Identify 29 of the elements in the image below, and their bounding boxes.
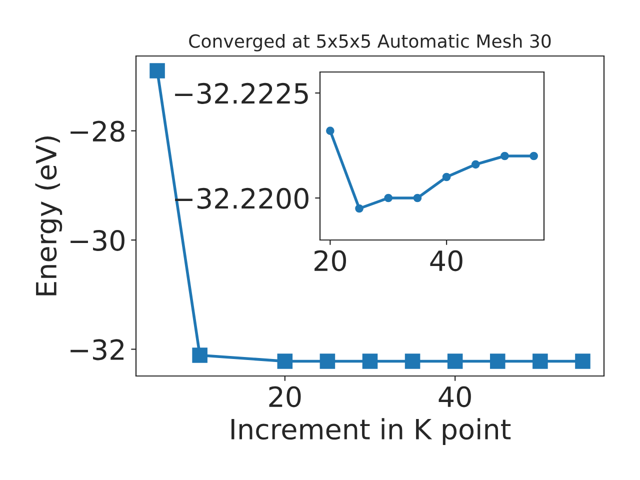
y-axis-title: Energy (eV) bbox=[35, 136, 62, 296]
point bbox=[150, 63, 165, 78]
x-tick-label: 40 bbox=[438, 386, 471, 408]
point bbox=[326, 126, 334, 135]
point bbox=[277, 354, 293, 369]
y-tick-label: −30 bbox=[70, 230, 124, 251]
point bbox=[575, 354, 590, 369]
point bbox=[413, 194, 422, 202]
x-tick-label: 40 bbox=[430, 250, 462, 272]
y-tick-label: −32 bbox=[70, 339, 124, 360]
y-tick-label: −32.2225 bbox=[175, 82, 308, 104]
x-tick-label: 20 bbox=[269, 386, 301, 408]
point bbox=[362, 354, 378, 369]
chart-title: Converged at 5x5x5 Automatic Mesh 30 bbox=[189, 34, 551, 52]
x-axis-title: Increment in K point bbox=[231, 418, 511, 446]
point bbox=[532, 354, 548, 369]
point bbox=[447, 354, 463, 369]
point bbox=[490, 354, 506, 369]
point bbox=[384, 194, 393, 202]
point bbox=[471, 160, 480, 169]
point bbox=[192, 348, 208, 363]
point bbox=[530, 152, 538, 160]
y-tick-label: −28 bbox=[70, 120, 124, 142]
point bbox=[442, 172, 451, 182]
point bbox=[355, 204, 364, 213]
x-tick-label: 20 bbox=[314, 250, 346, 272]
point bbox=[320, 354, 336, 369]
point bbox=[500, 152, 509, 160]
point bbox=[404, 354, 420, 369]
